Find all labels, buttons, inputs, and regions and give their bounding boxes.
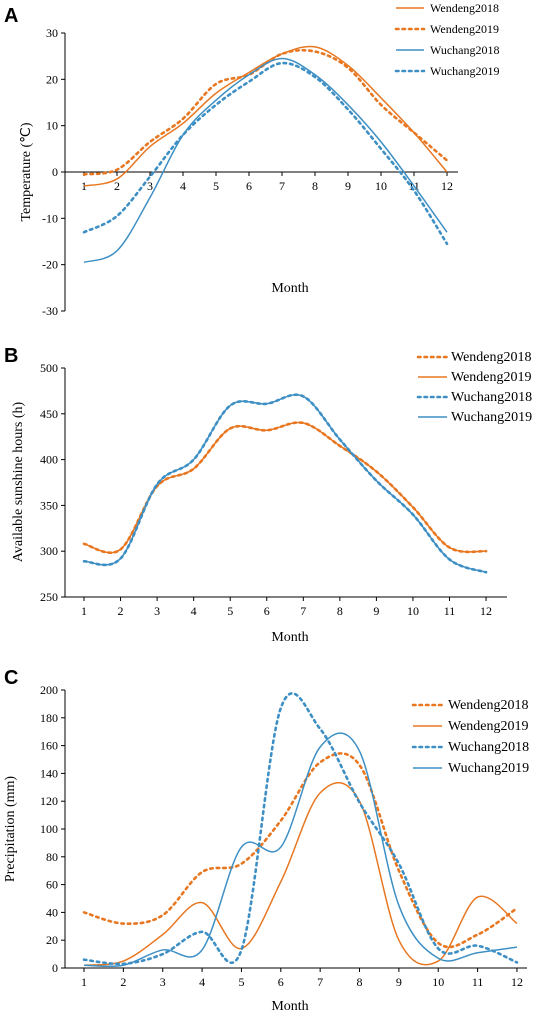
series-line-wuchang2019 <box>83 732 518 968</box>
x-tick-label: 9 <box>345 179 351 193</box>
x-tick-label: 1 <box>81 604 87 618</box>
series-line-wendeng2019 <box>83 421 487 554</box>
x-tick-label: 12 <box>480 604 492 618</box>
y-tick-label: 120 <box>40 794 58 808</box>
x-tick-label: 8 <box>337 604 343 618</box>
series-line-wuchang2019 <box>82 61 449 246</box>
legend-label: Wuchang2018 <box>430 43 500 57</box>
y-tick-label: 140 <box>40 766 58 780</box>
x-tick-label: 9 <box>396 975 402 989</box>
x-axis-title-b: Month <box>271 630 308 645</box>
panel-letter-a: A <box>4 5 18 27</box>
legend-label: Wendeng2018 <box>451 350 532 365</box>
y-tick-label: 500 <box>40 361 58 375</box>
x-tick-label: 2 <box>118 604 124 618</box>
legend-label: Wendeng2019 <box>451 370 532 385</box>
x-tick-label: 11 <box>444 604 456 618</box>
series-line-wuchang2019 <box>83 394 487 573</box>
y-tick-label: 300 <box>40 544 58 558</box>
y-tick-label: 40 <box>46 905 58 919</box>
legend-label: Wendeng2018 <box>448 698 529 713</box>
x-tick-label: 1 <box>81 975 87 989</box>
y-tick-label: 0 <box>52 961 58 975</box>
legend-label: Wendeng2018 <box>430 1 499 15</box>
x-tick-label: 6 <box>278 975 284 989</box>
x-tick-label: 4 <box>199 975 205 989</box>
y-tick-label: 180 <box>40 711 58 725</box>
legend-label: Wuchang2019 <box>430 64 500 78</box>
series-line-wendeng2018 <box>82 421 488 554</box>
x-axis-title-c: Month <box>271 999 308 1014</box>
legend-label: Wuchang2019 <box>448 761 529 776</box>
y-tick-label: 160 <box>40 739 58 753</box>
x-tick-label: 5 <box>213 179 219 193</box>
series-line-wendeng2018 <box>83 45 448 187</box>
series-line-wendeng2019 <box>83 782 518 966</box>
x-tick-label: 12 <box>441 179 453 193</box>
x-tick-label: 8 <box>312 179 318 193</box>
x-tick-label: 5 <box>238 975 244 989</box>
x-tick-label: 6 <box>246 179 252 193</box>
x-tick-label: 10 <box>375 179 387 193</box>
panel-letter-c: C <box>4 667 18 689</box>
y-axis-title-a: Temperature (℃) <box>19 122 34 221</box>
x-tick-label: 10 <box>407 604 419 618</box>
legend-label: Wuchang2018 <box>451 390 532 405</box>
series-line-wuchang2018 <box>83 57 448 264</box>
y-tick-label: 10 <box>46 119 58 133</box>
y-tick-label: 250 <box>40 590 58 604</box>
x-tick-label: 2 <box>120 975 126 989</box>
x-tick-label: 5 <box>227 604 233 618</box>
y-axis-title-b: Available sunshine hours (h) <box>11 402 26 563</box>
x-tick-label: 10 <box>432 975 444 989</box>
y-tick-label: 200 <box>40 683 58 697</box>
y-tick-label: 20 <box>46 933 58 947</box>
x-tick-label: 1 <box>81 179 87 193</box>
legend-label: Wendeng2019 <box>448 719 529 734</box>
y-tick-label: 450 <box>40 407 58 421</box>
y-tick-label: 30 <box>46 26 58 40</box>
x-tick-label: 4 <box>180 179 186 193</box>
x-tick-label: 8 <box>357 975 363 989</box>
y-tick-label: -10 <box>42 211 58 225</box>
y-tick-label: 0 <box>52 165 58 179</box>
series-line-wuchang2018 <box>82 393 488 574</box>
x-axis-title-a: Month <box>271 281 308 296</box>
x-tick-label: 6 <box>264 604 270 618</box>
series-line-wendeng2019 <box>82 48 449 176</box>
legend-label: Wendeng2019 <box>430 22 499 36</box>
y-tick-label: 100 <box>40 822 58 836</box>
x-tick-label: 7 <box>279 179 285 193</box>
x-tick-label: 2 <box>114 179 120 193</box>
legend-label: Wuchang2018 <box>448 740 529 755</box>
x-tick-label: 9 <box>373 604 379 618</box>
y-tick-label: 350 <box>40 498 58 512</box>
x-tick-label: 11 <box>472 975 484 989</box>
x-tick-label: 4 <box>191 604 197 618</box>
x-tick-label: 3 <box>154 604 160 618</box>
x-tick-label: 7 <box>317 975 323 989</box>
x-tick-label: 7 <box>300 604 306 618</box>
y-tick-label: 80 <box>46 850 58 864</box>
x-tick-label: 3 <box>160 975 166 989</box>
y-tick-label: -20 <box>42 258 58 272</box>
y-tick-label: 400 <box>40 453 58 467</box>
panel-letter-b: B <box>4 345 18 367</box>
series-line-wuchang2018 <box>82 692 519 966</box>
y-axis-title-c: Precipitation (mm) <box>3 776 18 882</box>
y-tick-label: 60 <box>46 878 58 892</box>
series-line-wendeng2018 <box>82 752 519 949</box>
legend-label: Wuchang2019 <box>451 410 532 425</box>
y-tick-label: 20 <box>46 72 58 86</box>
x-tick-label: 3 <box>147 179 153 193</box>
x-tick-label: 12 <box>511 975 523 989</box>
y-tick-label: -30 <box>42 304 58 318</box>
